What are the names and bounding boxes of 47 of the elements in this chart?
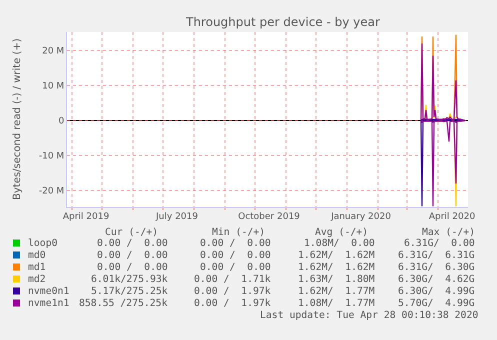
x-tick-label: January 2020 [330, 212, 392, 222]
legend-label: md2 [28, 274, 46, 285]
text: 6.31G/ 0.00 [404, 238, 475, 249]
text: 0.00 / 1.71k [194, 274, 271, 285]
x-tick-label: April 2019 [62, 212, 110, 222]
y-tick-label: 10 M [42, 82, 64, 92]
legend-label: md1 [28, 262, 46, 273]
y-tick-label: -20 M [38, 186, 64, 197]
y-axis-title: Bytes/second read (-) / write (+) [12, 38, 23, 200]
x-tick-label: October 2019 [238, 212, 300, 222]
text: 0.00 / 1.97k [194, 286, 271, 297]
text: 6.31G/ 6.30G [398, 262, 475, 273]
text: 1.62M/ 1.62M [298, 250, 375, 261]
chart-title: Throughput per device - by year [185, 15, 380, 29]
legend-label: md0 [28, 250, 46, 261]
text: 1.62M/ 1.77M [298, 286, 375, 297]
text: 6.30G/ 4.99G [398, 286, 475, 297]
text: 0.00 / 0.00 [200, 250, 271, 261]
legend-label: nvme1n1 [28, 298, 70, 309]
text: 0.00 / 0.00 [97, 238, 168, 249]
y-tick-label: 0 [58, 116, 64, 127]
text: 1.08M/ 1.77M [298, 298, 375, 309]
text: 0.00 / 0.00 [97, 262, 168, 273]
text: Max (-/+) [422, 227, 476, 238]
y-tick-label: 20 M [42, 46, 64, 57]
text: 6.31G/ 6.31G [398, 250, 475, 261]
text: 858.55 /275.25k [79, 298, 168, 309]
text: 1.63M/ 1.80M [298, 274, 375, 285]
text: 5.70G/ 4.99G [398, 298, 475, 309]
text: 0.00 / 1.97k [194, 298, 271, 309]
y-tick-label: -10 M [38, 152, 64, 162]
text: 5.17k/275.25k [91, 286, 168, 297]
legend-label: nvme0n1 [28, 286, 70, 297]
text: 6.01k/275.93k [91, 274, 168, 285]
text: Avg (-/+) [315, 227, 368, 238]
text: 0.00 / 0.00 [200, 262, 271, 273]
legend-label: loop0 [28, 238, 58, 249]
x-tick-label: July 2019 [155, 212, 198, 222]
text: Last update: Tue Apr 28 00:10:38 2020 [260, 310, 478, 321]
text: 6.30G/ 4.62G [398, 274, 475, 285]
text: 1.08M/ 0.00 [304, 238, 375, 249]
text: 0.00 / 0.00 [97, 250, 168, 261]
text: 1.62M/ 1.62M [298, 262, 375, 273]
x-tick-label: April 2020 [428, 212, 476, 222]
text: Min (-/+) [212, 227, 266, 238]
text: 0.00 / 0.00 [200, 238, 271, 249]
text: Cur (-/+) [105, 227, 158, 238]
